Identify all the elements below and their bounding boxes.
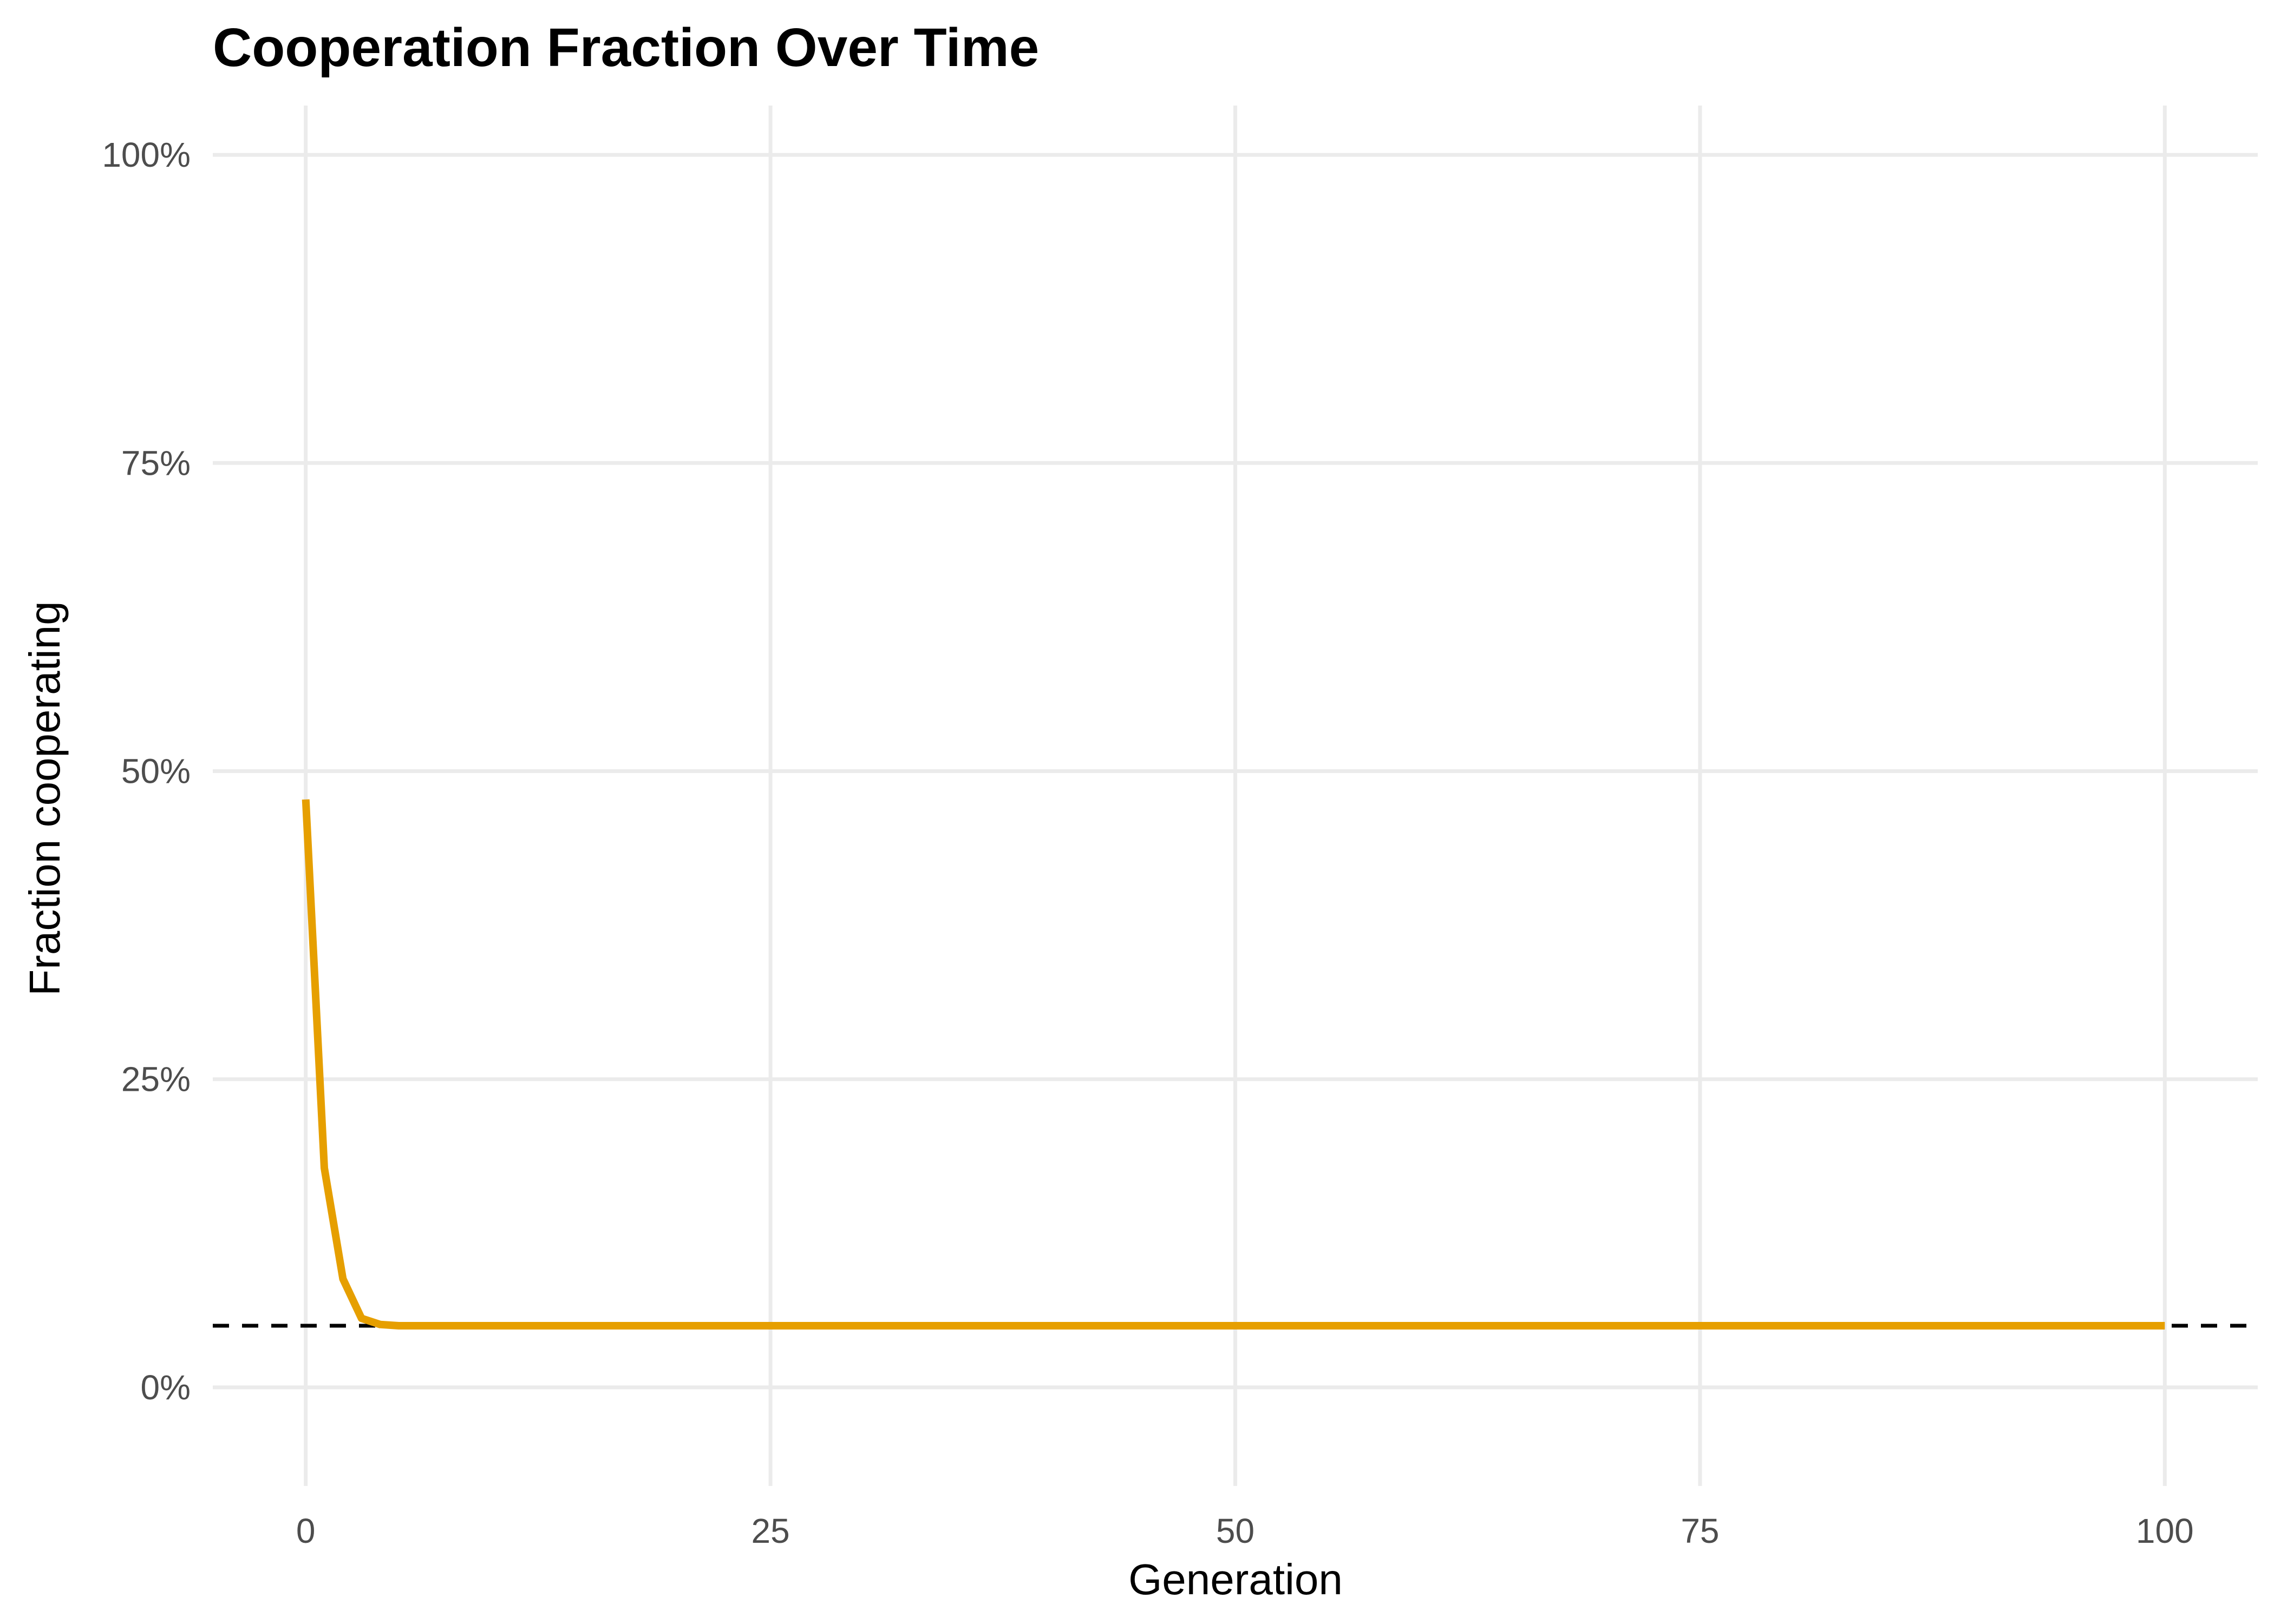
x-tick-label: 25 [751,1511,789,1550]
x-axis-title: Generation [1128,1555,1343,1603]
y-tick-label: 75% [121,443,191,482]
y-tick-label: 0% [141,1368,191,1407]
y-tick-label: 25% [121,1060,191,1099]
y-axis-ticks: 0% 25% 50% 75% 100% [102,135,191,1407]
series-line [302,799,2165,1330]
x-tick-label: 100 [2136,1511,2194,1550]
y-tick-label: 50% [121,751,191,790]
chart-title: Cooperation Fraction Over Time [213,17,1039,78]
y-axis-title: Fraction cooperating [21,601,69,996]
grid [213,106,2258,1486]
x-tick-label: 0 [296,1511,316,1550]
y-tick-label: 100% [102,135,191,174]
x-axis-ticks: 0 25 50 75 100 [296,1511,2194,1550]
x-tick-label: 75 [1681,1511,1719,1550]
x-tick-label: 50 [1216,1511,1254,1550]
series-layer [302,799,2165,1330]
